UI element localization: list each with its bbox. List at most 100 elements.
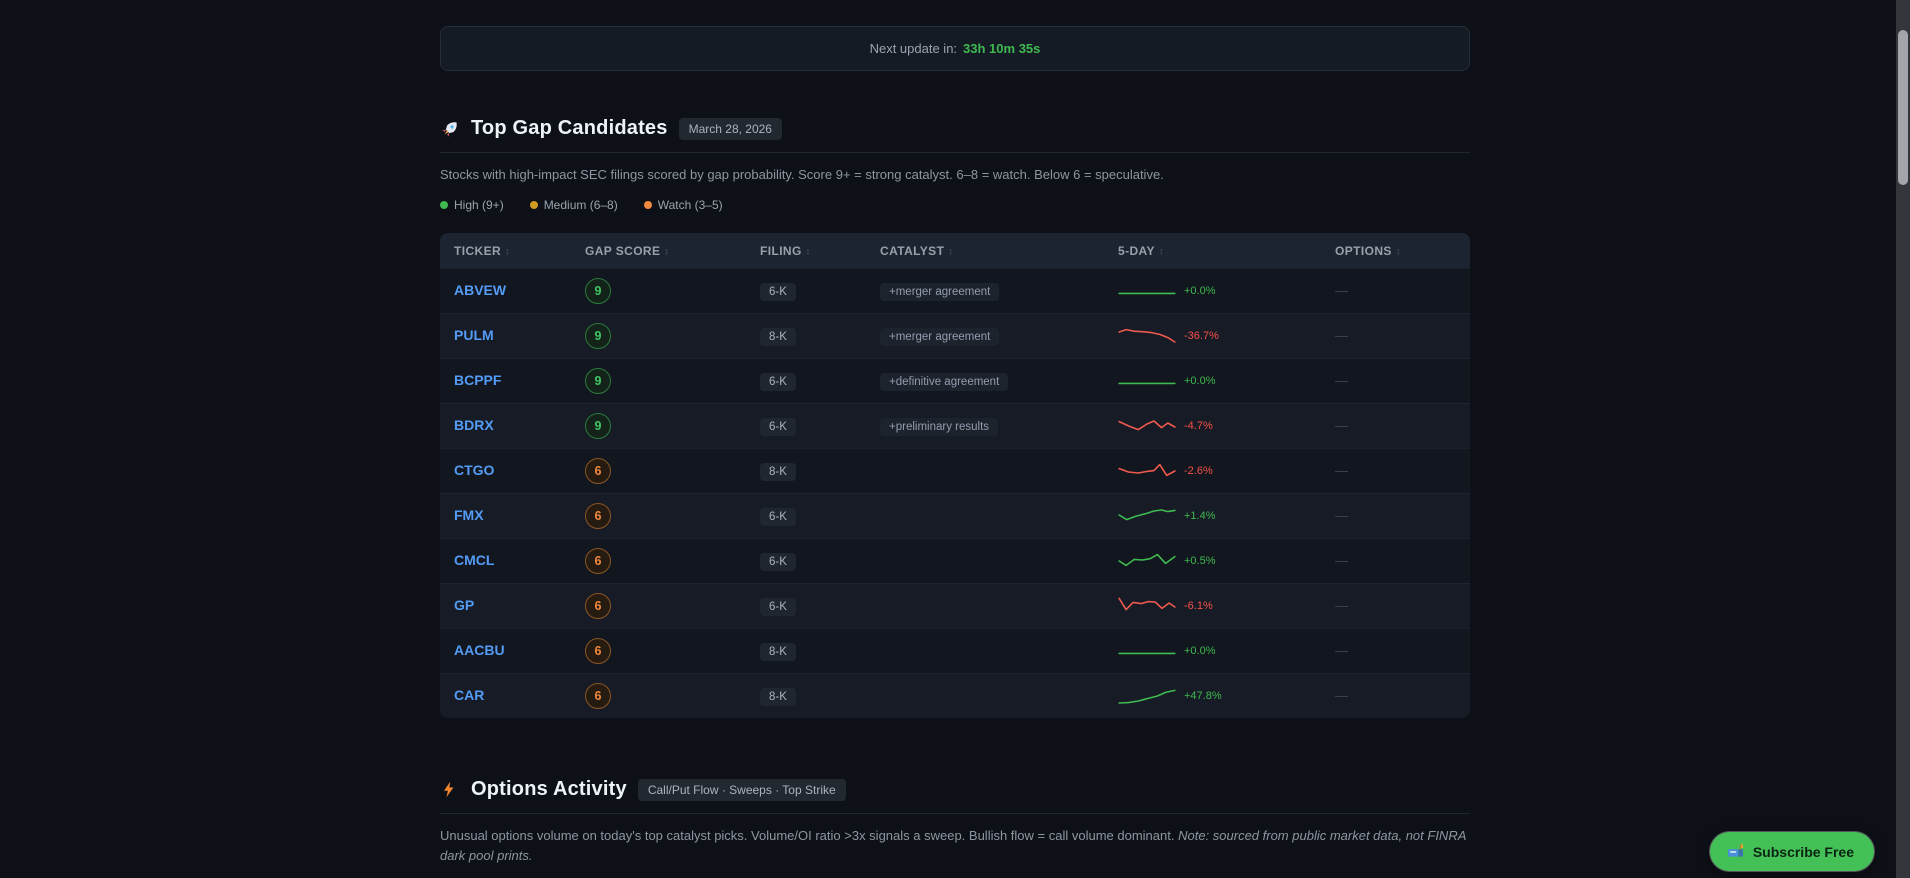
- ticker-link[interactable]: PULM: [454, 327, 494, 344]
- filing-badge: 6-K: [760, 507, 796, 526]
- ticker-link[interactable]: CMCL: [454, 552, 495, 569]
- filing-cell: 6-K: [760, 417, 880, 436]
- gap-score-badge: 9: [585, 278, 611, 305]
- ticker-cell: AACBU: [454, 642, 585, 660]
- filing-cell: 6-K: [760, 507, 880, 526]
- column-header-5-day[interactable]: 5-DAY ↕: [1118, 244, 1335, 258]
- filing-badge: 6-K: [760, 282, 796, 301]
- options-empty-dash: —: [1335, 463, 1348, 479]
- five-day-change: +0.0%: [1184, 645, 1216, 658]
- options-empty-dash: —: [1335, 373, 1348, 389]
- ticker-link[interactable]: AACBU: [454, 642, 505, 659]
- ticker-cell: GP: [454, 597, 585, 615]
- update-label: Next update in:: [869, 41, 958, 56]
- column-header-filing[interactable]: FILING ↕: [760, 244, 880, 258]
- column-header-ticker[interactable]: TICKER ↕: [454, 244, 585, 258]
- update-countdown-bar: Next update in: 33h 10m 35s: [440, 26, 1470, 71]
- sparkline-chart: [1118, 326, 1176, 346]
- subscribe-free-button[interactable]: Subscribe Free: [1709, 832, 1874, 871]
- options-cell: —: [1335, 687, 1470, 705]
- filing-cell: 6-K: [760, 372, 880, 391]
- catalyst-cell: +preliminary results: [880, 417, 1118, 436]
- catalyst-badge: +merger agreement: [880, 327, 1000, 346]
- five-day-cell: +0.5%: [1118, 551, 1335, 571]
- filing-cell: 8-K: [760, 642, 880, 661]
- five-day-cell: +47.8%: [1118, 686, 1335, 706]
- options-empty-dash: —: [1335, 688, 1348, 704]
- filing-cell: 8-K: [760, 687, 880, 706]
- filing-badge: 8-K: [760, 687, 796, 706]
- gap-score-badge: 9: [585, 368, 611, 395]
- sparkline-chart: [1118, 416, 1176, 436]
- table-row: BCPPF 9 6-K +definitive agreement +0.0% —: [440, 358, 1470, 404]
- catalyst-badge: +preliminary results: [880, 417, 999, 436]
- filing-badge: 8-K: [760, 462, 796, 481]
- five-day-cell: +0.0%: [1118, 371, 1335, 391]
- gap-table-header: TICKER ↕ GAP SCORE ↕ FILING ↕ CATALYST ↕ 5-DAY ↕ O…: [440, 233, 1470, 269]
- table-row: GP 6 6-K -6.1% —: [440, 583, 1470, 629]
- column-header-catalyst[interactable]: CATALYST ↕: [880, 244, 1118, 258]
- options-cell: —: [1335, 417, 1470, 435]
- rocket-icon: [440, 119, 460, 139]
- sparkline-chart: [1118, 281, 1176, 301]
- gap-score-badge: 9: [585, 413, 611, 440]
- legend-dot: [643, 201, 652, 210]
- table-row: BDRX 9 6-K +preliminary results -4.7% —: [440, 403, 1470, 449]
- gap-section-description: Stocks with high-impact SEC filings scor…: [440, 167, 1164, 182]
- table-row: CAR 6 8-K +47.8% —: [440, 673, 1470, 719]
- ticker-link[interactable]: ABVEW: [454, 282, 507, 299]
- column-header-gap-score[interactable]: GAP SCORE ↕: [585, 244, 760, 258]
- sort-icon: ↕: [664, 245, 670, 256]
- five-day-change: -4.7%: [1184, 420, 1213, 433]
- options-cell: —: [1335, 327, 1470, 345]
- table-row: CMCL 6 6-K +0.5% —: [440, 538, 1470, 584]
- five-day-cell: -36.7%: [1118, 326, 1335, 346]
- gap-candidates-section: Top Gap Candidates March 28, 2026 Stocks…: [440, 117, 1470, 719]
- scrollbar-thumb[interactable]: [1898, 30, 1908, 185]
- table-row: FMX 6 6-K +1.4% —: [440, 493, 1470, 539]
- gap-score-cell: 6: [585, 503, 760, 530]
- five-day-change: -36.7%: [1184, 330, 1219, 343]
- date-badge: March 28, 2026: [678, 117, 782, 140]
- options-cell: —: [1335, 507, 1470, 525]
- update-countdown: 33h 10m 35s: [963, 41, 1041, 56]
- scrollbar-track[interactable]: [1896, 0, 1910, 878]
- ticker-link[interactable]: CTGO: [454, 462, 495, 479]
- subscribe-free-label: Subscribe Free: [1752, 843, 1854, 860]
- gap-section-header: Top Gap Candidates March 28, 2026: [440, 117, 1470, 153]
- sparkline-chart: [1118, 641, 1176, 661]
- options-cell: —: [1335, 462, 1470, 480]
- column-header-options[interactable]: OPTIONS ↕: [1335, 244, 1470, 258]
- ticker-link[interactable]: BDRX: [454, 417, 494, 434]
- options-cell: —: [1335, 552, 1470, 570]
- ticker-link[interactable]: FMX: [454, 507, 484, 524]
- sparkline-chart: [1118, 686, 1176, 706]
- gap-score-badge: 6: [585, 683, 611, 710]
- sparkline-chart: [1118, 371, 1176, 391]
- ticker-cell: CAR: [454, 687, 585, 705]
- filing-badge: 8-K: [760, 642, 796, 661]
- mailbox-icon: [1726, 842, 1745, 861]
- options-description-text: Unusual options volume on today's top ca…: [440, 828, 1175, 844]
- ticker-cell: CTGO: [454, 462, 585, 480]
- legend-label: Medium (6–8): [543, 198, 618, 213]
- filing-cell: 6-K: [760, 552, 880, 571]
- page-content: Next update in: 33h 10m 35s Top Gap Cand…: [440, 0, 1470, 878]
- five-day-cell: -4.7%: [1118, 416, 1335, 436]
- sparkline-chart: [1118, 461, 1176, 481]
- sparkline-chart: [1118, 551, 1176, 571]
- five-day-cell: +0.0%: [1118, 641, 1335, 661]
- gap-score-badge: 6: [585, 638, 611, 665]
- five-day-change: +0.5%: [1184, 555, 1216, 568]
- five-day-change: -6.1%: [1184, 600, 1213, 613]
- five-day-change: +47.8%: [1184, 690, 1222, 703]
- options-section-title: Options Activity: [471, 778, 627, 801]
- ticker-link[interactable]: GP: [454, 597, 475, 614]
- ticker-link[interactable]: BCPPF: [454, 372, 502, 389]
- filing-cell: 8-K: [760, 327, 880, 346]
- five-day-cell: -2.6%: [1118, 461, 1335, 481]
- options-description-note: Note: sourced from public market data, n…: [440, 828, 1466, 864]
- column-header-label: CATALYST: [880, 243, 945, 258]
- legend-dot: [529, 201, 538, 210]
- ticker-link[interactable]: CAR: [454, 687, 485, 704]
